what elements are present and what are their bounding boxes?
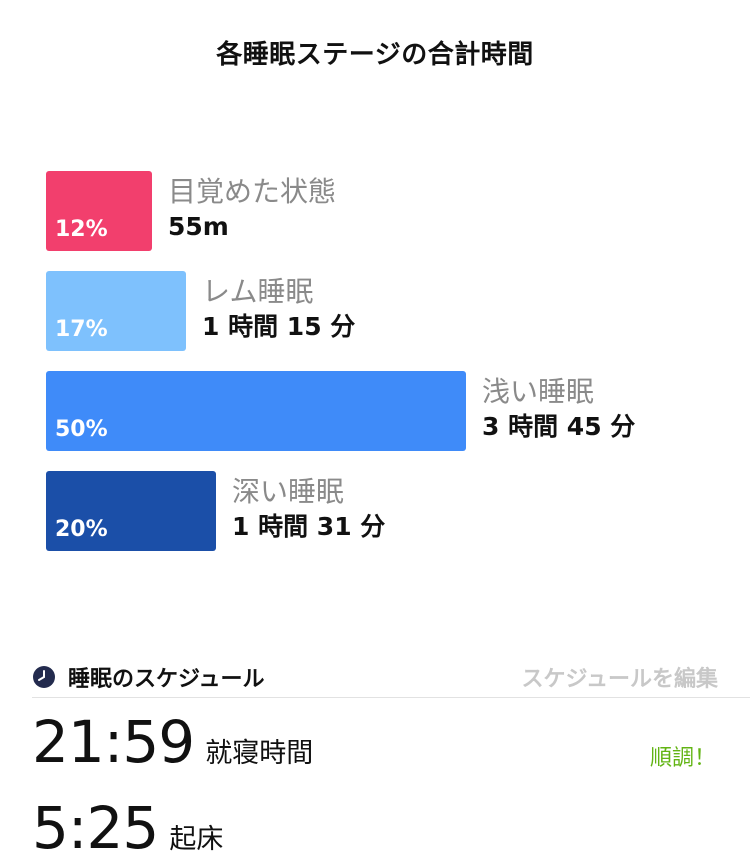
stage-bar: 50% xyxy=(46,371,466,451)
stage-bar: 20% xyxy=(46,471,216,551)
stage-info: 目覚めた状態 55m xyxy=(168,174,336,244)
bedtime-label: 就寝時間 xyxy=(205,738,314,769)
stage-name: レム睡眠 xyxy=(202,275,314,308)
wake-label: 起床 xyxy=(169,824,224,855)
clock-icon xyxy=(32,665,56,689)
stage-name: 目覚めた状態 xyxy=(168,175,337,208)
stage-duration: 3 時間 45 分 xyxy=(482,412,636,441)
page-title: 各睡眠ステージの合計時間 xyxy=(216,40,534,70)
wake-time: 5:25 xyxy=(32,794,159,862)
schedule-header: 睡眠のスケジュール スケジュールを編集 xyxy=(32,660,722,694)
wake-row: 5:25 起床 xyxy=(32,794,223,862)
stage-percent: 12% xyxy=(55,217,108,242)
stage-bar: 17% xyxy=(46,271,186,351)
stage-percent: 20% xyxy=(55,517,108,542)
stage-info: 深い睡眠 1 時間 31 分 xyxy=(232,474,385,544)
stage-bar: 12% xyxy=(46,171,152,251)
schedule-title: 睡眠のスケジュール xyxy=(68,667,265,692)
stage-percent: 17% xyxy=(55,317,108,342)
stage-duration: 55m xyxy=(168,212,229,241)
stage-info: 浅い睡眠 3 時間 45 分 xyxy=(482,374,635,444)
bedtime-time: 21:59 xyxy=(32,708,195,776)
stage-percent: 50% xyxy=(55,417,108,442)
stage-info: レム睡眠 1 時間 15 分 xyxy=(202,274,355,344)
stage-name: 深い睡眠 xyxy=(232,475,345,508)
stage-duration: 1 時間 15 分 xyxy=(202,312,356,341)
divider xyxy=(32,697,750,698)
status-text: 順調！ xyxy=(649,746,716,771)
stage-duration: 1 時間 31 分 xyxy=(232,512,386,541)
bedtime-row: 21:59 就寝時間 xyxy=(32,708,313,776)
stage-name: 浅い睡眠 xyxy=(482,375,595,408)
edit-schedule-link[interactable]: スケジュールを編集 xyxy=(521,667,718,692)
